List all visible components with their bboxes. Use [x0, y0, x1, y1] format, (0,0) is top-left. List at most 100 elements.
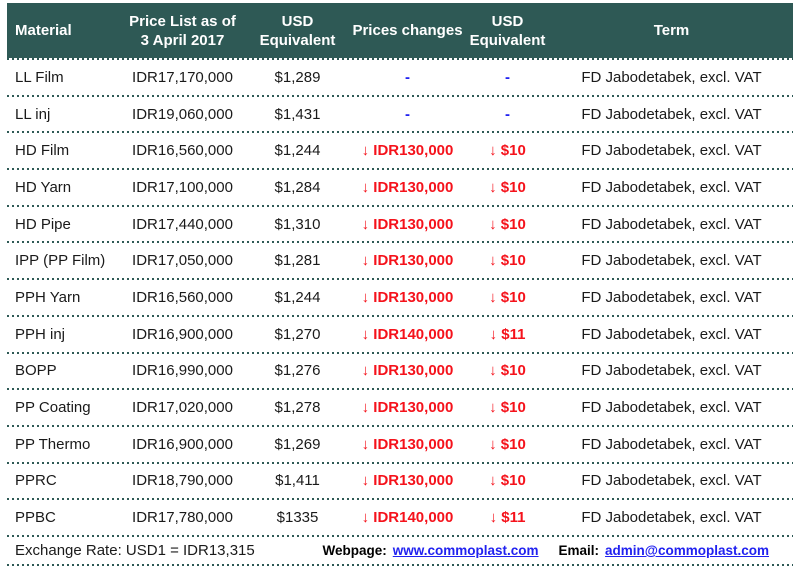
price-idr-cell: IDR16,560,000 — [132, 288, 233, 306]
row-divider — [7, 461, 793, 464]
decrease-value: ↓ IDR130,000 — [361, 142, 454, 160]
usd-change-cell: ↓ $10 — [465, 252, 550, 269]
row-divider — [7, 168, 793, 171]
decrease-value: ↓ IDR130,000 — [361, 252, 454, 270]
usd-equivalent-cell: $1,411 — [275, 472, 320, 490]
column-header-material: Material — [15, 22, 72, 39]
usd-change-cell: ↓ $10 — [465, 399, 550, 416]
usd-change-cell: ↓ $11 — [465, 509, 550, 526]
down-arrow-icon: ↓ — [361, 142, 370, 160]
decrease-value: ↓ $10 — [489, 178, 526, 196]
down-arrow-icon: ↓ — [361, 399, 370, 417]
row-divider — [7, 314, 793, 317]
price-change-cell: ↓ IDR130,000 — [350, 142, 465, 159]
decrease-value: ↓ IDR140,000 — [361, 325, 454, 343]
table-row: PPBC IDR17,780,000 $1335 ↓ IDR140,000 ↓ $11 F… — [7, 500, 793, 535]
down-arrow-icon: ↓ — [489, 288, 497, 306]
usd-equivalent-cell: $1,244 — [274, 142, 321, 160]
usd-equivalent-cell: $1,276 — [274, 362, 321, 380]
price-change-cell: ↓ IDR130,000 — [350, 179, 465, 196]
row-divider — [7, 278, 793, 281]
usd-equivalent-cell: $1,269 — [274, 435, 321, 453]
table-footer: Exchange Rate: USD1 = IDR13,315 Webpage:… — [7, 537, 793, 564]
no-change-dash: - — [405, 68, 410, 86]
term-cell: FD Jabodetabek, excl. VAT — [581, 215, 762, 233]
exchange-rate-text: Exchange Rate: USD1 = IDR13,315 — [15, 541, 255, 559]
usd-change-cell: - — [465, 106, 550, 123]
footer-divider — [7, 563, 793, 566]
material-cell: IPP (PP Film) — [15, 252, 106, 270]
material-cell: LL Film — [15, 68, 64, 86]
down-arrow-icon: ↓ — [361, 215, 370, 233]
price-change-cell: ↓ IDR130,000 — [350, 216, 465, 233]
usd-change-cell: ↓ $11 — [465, 326, 550, 343]
price-change-cell: ↓ IDR130,000 — [350, 289, 465, 306]
decrease-value: ↓ $10 — [489, 362, 526, 380]
column-header-term: Term — [653, 22, 690, 39]
price-change-cell: ↓ IDR130,000 — [350, 252, 465, 269]
down-arrow-icon: ↓ — [489, 399, 497, 417]
down-arrow-icon: ↓ — [489, 435, 497, 453]
header-divider — [7, 58, 793, 60]
usd-change-cell: ↓ $10 — [465, 142, 550, 159]
down-arrow-icon: ↓ — [361, 178, 370, 196]
material-cell: PPBC — [15, 509, 56, 527]
decrease-value: ↓ IDR130,000 — [361, 288, 454, 306]
usd-change-cell: ↓ $10 — [465, 472, 550, 489]
down-arrow-icon: ↓ — [361, 325, 370, 343]
down-arrow-icon: ↓ — [489, 472, 497, 490]
price-change-cell: ↓ IDR130,000 — [350, 472, 465, 489]
decrease-value: ↓ IDR130,000 — [361, 472, 454, 490]
usd-change-cell: ↓ $10 — [465, 436, 550, 453]
decrease-value: ↓ $10 — [489, 399, 526, 417]
table-row: PPH inj IDR16,900,000 $1,270 ↓ IDR140,000 ↓ … — [7, 317, 793, 352]
usd-equivalent-cell: $1335 — [276, 509, 319, 527]
webpage-link[interactable]: www.commoplast.com — [392, 542, 539, 558]
usd-equivalent-cell: $1,284 — [274, 178, 321, 196]
down-arrow-icon: ↓ — [489, 178, 497, 196]
table-row: HD Film IDR16,560,000 $1,244 ↓ IDR130,000 ↓ … — [7, 133, 793, 168]
term-cell: FD Jabodetabek, excl. VAT — [581, 509, 762, 527]
table-row: IPP (PP Film) IDR17,050,000 $1,281 ↓ IDR130… — [7, 243, 793, 278]
table-header: Material Price List as of 3 April 2017 U… — [7, 3, 793, 58]
table-row: PPRC IDR18,790,000 $1,411 ↓ IDR130,000 ↓ $10… — [7, 464, 793, 499]
price-change-cell: ↓ IDR140,000 — [350, 326, 465, 343]
column-header-usd-equivalent-2: USD Equivalent — [469, 12, 546, 49]
table-row: LL inj IDR19,060,000 $1,431 - - FD Jabodetabe… — [7, 97, 793, 132]
decrease-value: ↓ $10 — [489, 142, 526, 160]
price-change-cell: - — [350, 106, 465, 123]
down-arrow-icon: ↓ — [489, 215, 497, 233]
price-idr-cell: IDR17,170,000 — [132, 68, 233, 86]
price-change-cell: ↓ IDR140,000 — [350, 509, 465, 526]
price-idr-cell: IDR17,050,000 — [132, 252, 233, 270]
usd-change-cell: ↓ $10 — [465, 216, 550, 233]
column-header-prices-changes: Prices changes — [352, 22, 463, 39]
table-row: HD Pipe IDR17,440,000 $1,310 ↓ IDR130,000 ↓ … — [7, 207, 793, 242]
material-cell: HD Yarn — [15, 178, 72, 196]
term-cell: FD Jabodetabek, excl. VAT — [581, 435, 762, 453]
down-arrow-icon: ↓ — [489, 325, 498, 343]
term-cell: FD Jabodetabek, excl. VAT — [581, 252, 762, 270]
usd-equivalent-cell: $1,310 — [274, 215, 321, 233]
usd-change-cell: ↓ $10 — [465, 362, 550, 379]
usd-equivalent-cell: $1,289 — [274, 68, 321, 86]
usd-equivalent-cell: $1,281 — [274, 252, 321, 270]
term-cell: FD Jabodetabek, excl. VAT — [581, 362, 762, 380]
no-change-dash: - — [405, 105, 410, 123]
material-cell: HD Film — [15, 142, 70, 160]
decrease-value: ↓ IDR130,000 — [361, 399, 454, 417]
row-divider — [7, 241, 793, 244]
material-cell: PP Thermo — [15, 435, 91, 453]
usd-equivalent-cell: $1,270 — [274, 325, 321, 343]
price-idr-cell: IDR19,060,000 — [132, 105, 233, 123]
term-cell: FD Jabodetabek, excl. VAT — [581, 178, 762, 196]
email-link[interactable]: admin@commoplast.com — [605, 542, 769, 558]
email-label: Email: — [558, 542, 600, 558]
term-cell: FD Jabodetabek, excl. VAT — [581, 472, 762, 490]
term-cell: FD Jabodetabek, excl. VAT — [581, 68, 762, 86]
column-header-price-list: Price List as of 3 April 2017 — [129, 12, 236, 49]
usd-equivalent-cell: $1,278 — [274, 399, 321, 417]
term-cell: FD Jabodetabek, excl. VAT — [581, 288, 762, 306]
decrease-value: ↓ IDR130,000 — [361, 178, 454, 196]
price-list-table: Material Price List as of 3 April 2017 U… — [7, 3, 793, 566]
